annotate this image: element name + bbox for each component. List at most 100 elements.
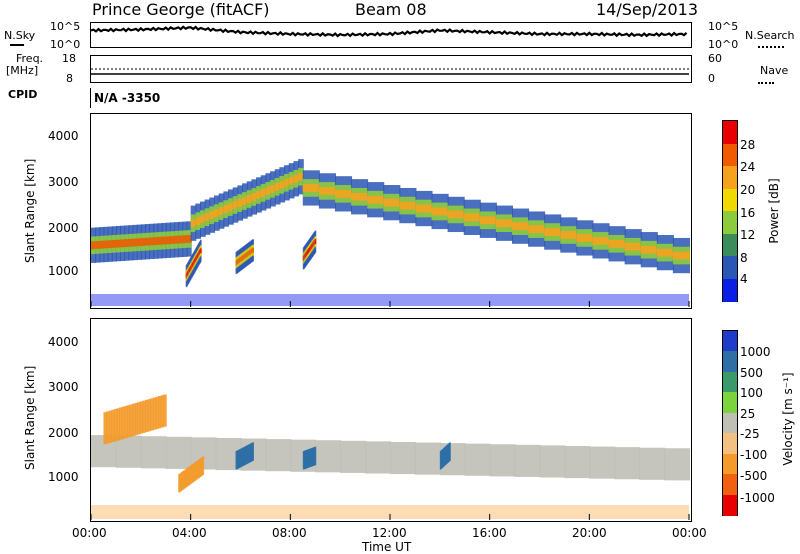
power-cell (399, 201, 417, 210)
velocity-cell (340, 440, 367, 473)
velocity-cell (201, 457, 204, 476)
velocity-cell (152, 397, 157, 430)
cpid-panel (90, 88, 691, 108)
power-cbar-tick-24: 24 (740, 160, 756, 174)
velocity-cell (200, 458, 203, 477)
velocity-cell (181, 471, 184, 491)
xaxis-label: Time UT (362, 540, 412, 554)
power-cell (314, 239, 317, 245)
power-cell (232, 201, 239, 209)
velocity-ytick-3000: 3000 (48, 380, 79, 394)
power-cell (115, 239, 122, 248)
power-cell (672, 251, 690, 260)
velocity-cell (589, 446, 616, 479)
velocity-cell (188, 466, 191, 485)
nsearch-tick-bottom: 10^0 (708, 38, 739, 51)
velocity-cell (449, 442, 451, 461)
xtick-1200: 12:00 (372, 526, 407, 540)
velocity-colorbar (722, 330, 738, 516)
velocity-cell (190, 464, 193, 484)
power-ytick-3000: 3000 (48, 175, 79, 189)
velocity-cell (108, 410, 113, 443)
velocity-cell (252, 442, 254, 461)
station-title: Prince George (fitACF) (92, 0, 270, 19)
velocity-cell (103, 412, 108, 445)
power-cbar-tick-16: 16 (740, 206, 756, 220)
velocity-cell (191, 464, 194, 483)
power-cbar-tick-12: 12 (740, 228, 756, 242)
velocity-cell (140, 436, 167, 469)
velocity-cell (614, 447, 641, 480)
power-cell (260, 188, 267, 197)
velocity-ytick-2000: 2000 (48, 426, 79, 440)
velocity-cell (187, 467, 190, 486)
power-cell (293, 174, 300, 183)
velocity-cell (182, 471, 185, 490)
power-cbar-tick-8: 8 (740, 251, 748, 265)
power-cell (165, 236, 171, 245)
freq-unit-label: [MHz] (6, 64, 39, 77)
power-cell (302, 184, 320, 192)
freq-tick-bottom: 8 (66, 72, 73, 85)
nave-label: Nave (760, 64, 789, 77)
velocity-cell (639, 447, 666, 480)
velocity-cell (134, 402, 139, 436)
power-cell (431, 207, 449, 216)
power-cell (214, 209, 220, 218)
velocity-cell (150, 398, 154, 431)
power-cell (284, 178, 290, 187)
power-cell (120, 239, 126, 248)
power-cell (209, 211, 216, 220)
colorbar-segment (723, 494, 737, 516)
velocity-cell (198, 458, 202, 478)
velocity-cell (155, 396, 159, 429)
power-cell (608, 239, 626, 248)
colorbar-segment (723, 278, 737, 302)
velocity-cell (314, 446, 317, 466)
colorbar-segment (723, 453, 737, 476)
nsearch-dots (758, 46, 784, 48)
power-cell (656, 248, 674, 257)
xtick-0000: 00:00 (72, 526, 107, 540)
colorbar-segment (723, 233, 737, 257)
noise-series-line (90, 25, 688, 38)
power-cbar-tick-20: 20 (740, 183, 756, 197)
velocity-cell (194, 461, 197, 481)
velocity-cell (121, 406, 126, 439)
velocity-cell (111, 409, 115, 442)
power-cell (511, 222, 530, 231)
power-cbar-tick-28: 28 (740, 138, 756, 152)
nsky-underline (10, 44, 24, 46)
velocity-cell (192, 463, 195, 482)
xtick-0800: 08:00 (272, 526, 307, 540)
velocity-ground-clutter (91, 505, 689, 519)
power-cell (246, 195, 253, 203)
power-ytick-1000: 1000 (48, 264, 79, 278)
vel-cbar-tick-m500: -500 (740, 469, 768, 483)
power-cell (157, 236, 163, 245)
velocity-cell (489, 444, 516, 477)
velocity-cell (165, 436, 192, 469)
freq-tick-top: 18 (62, 52, 76, 65)
vel-cbar-tick-m25: -25 (740, 427, 760, 441)
velocity-cell (564, 445, 591, 479)
velocity-cell (464, 443, 491, 476)
power-cell (528, 225, 546, 234)
velocity-cell (414, 442, 441, 475)
power-ytick-2000: 2000 (48, 221, 79, 235)
colorbar-segment (723, 392, 737, 414)
velocity-cell (119, 407, 123, 440)
power-cell (544, 228, 562, 236)
power-cell (107, 240, 113, 249)
colorbar-segment (723, 143, 737, 167)
power-cell (149, 237, 155, 246)
velocity-cell (116, 408, 121, 441)
xtick-0400: 04:00 (172, 526, 207, 540)
power-cell (140, 238, 146, 246)
velocity-cell (126, 405, 131, 438)
power-cell (640, 245, 658, 254)
velocity-cell (144, 399, 149, 433)
colorbar-segment (723, 188, 737, 212)
velocity-panel (90, 318, 692, 522)
vel-cbar-tick-500: 500 (740, 366, 763, 380)
